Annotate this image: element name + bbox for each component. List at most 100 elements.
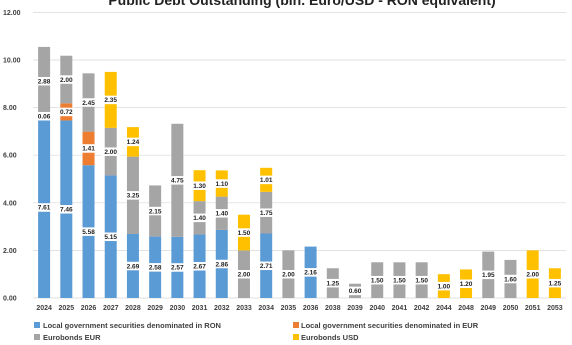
data-label: 5.15	[104, 234, 117, 241]
data-label-background	[479, 270, 498, 280]
data-label: 5.58	[82, 229, 95, 236]
x-tick-label: 2050	[503, 305, 519, 312]
data-label: 2.57	[171, 265, 184, 272]
x-axis: 2024 2025 2026 2027 2028 2029 2030 2031 2032 2033…	[36, 305, 562, 312]
legend-item-local-ron: Local government securities denominated …	[34, 321, 221, 330]
x-tick-label: 2053	[547, 305, 563, 312]
data-label: 1.20	[460, 281, 473, 288]
data-label: 2.88	[38, 78, 51, 85]
chart-title: Public Debt Outstanding (bln. Euro/USD -…	[108, 0, 495, 8]
data-label-background	[279, 270, 298, 279]
data-label: 2.86	[215, 261, 228, 268]
data-label-background	[168, 176, 187, 185]
data-label-background	[35, 203, 53, 212]
x-tick-label: 2040	[369, 305, 385, 312]
x-tick-label: 2042	[414, 305, 430, 312]
data-label: 1.30	[193, 183, 206, 190]
legend-swatch-local-eur	[293, 322, 299, 328]
data-label: 1.50	[371, 277, 384, 284]
x-tick-label: 2035	[281, 305, 297, 312]
legend-swatch-local-ron	[34, 322, 40, 328]
legend-label-local-eur: Local government securities denominated …	[301, 321, 479, 330]
y-tick-label: 8.00	[3, 105, 17, 112]
data-label-background	[190, 213, 209, 223]
data-label-background	[301, 268, 320, 277]
data-label-background	[124, 261, 142, 271]
data-label: 1.01	[260, 177, 273, 184]
data-label-background	[57, 205, 76, 214]
data-label: 2.15	[149, 208, 162, 215]
x-tick-label: 2025	[59, 305, 75, 312]
bars	[38, 46, 561, 299]
data-label: 1.24	[127, 139, 140, 146]
data-label: 2.00	[282, 272, 295, 279]
gridlines	[33, 12, 566, 299]
x-tick-label: 2049	[480, 305, 496, 312]
data-label: 3.25	[127, 193, 140, 200]
data-label-background	[101, 147, 120, 156]
data-label: 2.45	[82, 100, 95, 107]
data-label-background	[257, 175, 275, 185]
data-label: 2.69	[127, 263, 140, 270]
data-label: 2.67	[193, 264, 206, 271]
legend-label-eurobonds-eur: Eurobonds EUR	[43, 333, 101, 342]
data-label: 1.60	[504, 276, 517, 283]
data-label: 1.25	[326, 280, 339, 287]
data-labels: 7.61 0.06 2.88 7.46 0.72 2.00 5.58 1.41 2.45 5.15…	[35, 75, 564, 296]
y-axis: 0.00 2.00 4.00 6.00 8.00 10.00 12.00	[3, 10, 21, 303]
data-label-background	[368, 275, 387, 285]
data-label: 1.50	[393, 277, 406, 284]
data-label-background	[79, 144, 98, 153]
data-label: 7.46	[60, 207, 73, 214]
data-label: 1.95	[482, 272, 495, 279]
x-tick-label: 2033	[236, 305, 252, 312]
x-tick-label: 2039	[347, 305, 363, 312]
y-tick-label: 0.00	[3, 296, 17, 303]
data-label-background	[235, 270, 253, 279]
data-label: 2.00	[104, 149, 117, 156]
data-label-background	[235, 228, 253, 237]
data-label-background	[124, 137, 142, 147]
data-label: 1.50	[238, 230, 251, 237]
data-label-background	[457, 279, 475, 289]
data-label-background	[35, 111, 53, 121]
data-label-background	[79, 227, 98, 236]
y-tick-label: 12.00	[3, 10, 21, 17]
data-label: 1.40	[215, 211, 228, 218]
data-label-background	[168, 263, 187, 272]
legend-item-local-eur: Local government securities denominated …	[293, 321, 479, 330]
legend-swatch-eurobonds-eur	[34, 334, 40, 340]
data-label-background	[501, 274, 520, 284]
x-tick-label: 2038	[325, 305, 341, 312]
data-label-background	[212, 179, 231, 188]
data-label: 2.35	[104, 97, 117, 104]
data-label: 2.16	[304, 270, 317, 277]
x-tick-label: 2028	[125, 305, 141, 312]
data-label-background	[257, 261, 275, 271]
x-tick-label: 2030	[170, 305, 186, 312]
x-tick-label: 2051	[525, 305, 541, 312]
y-tick-label: 10.00	[3, 58, 21, 65]
data-label-background	[212, 259, 231, 269]
legend: Local government securities denominated …	[34, 321, 479, 342]
x-tick-label: 2041	[392, 305, 408, 312]
x-tick-label: 2029	[147, 305, 163, 312]
x-tick-label: 2048	[458, 305, 474, 312]
x-tick-label: 2026	[81, 305, 97, 312]
data-label: 7.61	[38, 205, 51, 212]
data-label-background	[435, 281, 453, 291]
y-tick-label: 6.00	[3, 153, 17, 160]
legend-item-eurobonds-usd: Eurobonds USD	[293, 333, 359, 342]
x-tick-label: 2027	[103, 305, 119, 312]
x-tick-label: 2034	[258, 305, 274, 312]
data-label: 2.58	[149, 265, 162, 272]
x-tick-label: 2032	[214, 305, 230, 312]
data-label-background	[146, 206, 164, 216]
data-label: 1.10	[215, 181, 228, 188]
data-label: 2.71	[260, 263, 273, 270]
data-label-background	[57, 107, 76, 117]
data-label: 2.00	[526, 272, 539, 279]
data-label-background	[257, 208, 275, 217]
data-label: 1.25	[549, 280, 562, 287]
